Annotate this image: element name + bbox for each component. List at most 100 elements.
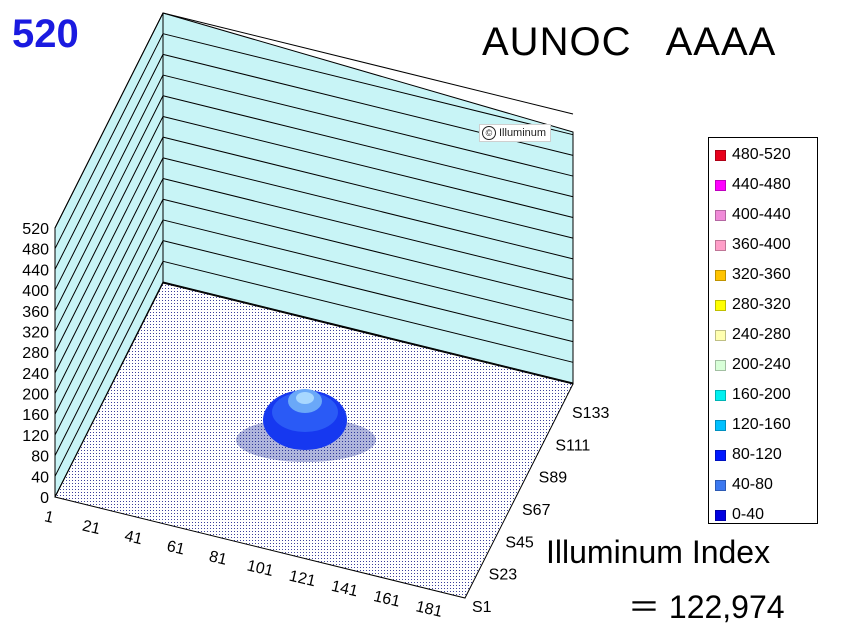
- x-tick-label: 1: [43, 508, 56, 527]
- z-tick-label: 360: [22, 304, 49, 321]
- z-gridline-back: [162, 74, 574, 177]
- legend-swatch: [715, 239, 726, 251]
- legend-swatch: [715, 149, 726, 161]
- index-label: Illuminum Index: [546, 534, 771, 570]
- illumination-peak: [236, 389, 376, 462]
- z-tick-label: 480: [22, 242, 49, 259]
- watermark-badge: © Illuminum: [479, 124, 552, 142]
- legend-swatch: [715, 299, 726, 311]
- legend-item: 80-120: [709, 440, 817, 470]
- legend-item: 160-200: [709, 380, 817, 410]
- z-gridline-back: [162, 12, 574, 115]
- legend-swatch: [715, 479, 726, 491]
- z-tick-label: 320: [22, 324, 49, 341]
- z-gridlines: [54, 12, 574, 498]
- legend-swatch: [715, 269, 726, 281]
- z-gridline-back: [162, 219, 574, 322]
- legend-swatch: [715, 449, 726, 461]
- legend-label: 440-480: [732, 176, 791, 193]
- x-axis-ticks: 1 21 41 61 81 101 121 141 161 181: [43, 508, 444, 621]
- legend-swatch: [715, 209, 726, 221]
- legend-label: 40-80: [732, 476, 773, 493]
- legend-item: 120-160: [709, 410, 817, 440]
- z-gridline-left: [54, 116, 164, 332]
- z-tick-label: 280: [22, 345, 49, 362]
- z-gridline-left: [54, 74, 164, 291]
- legend-label: 0-40: [732, 506, 765, 523]
- index-value: ＝ 122,974: [628, 589, 785, 625]
- legend-label: 120-160: [732, 416, 791, 433]
- z-gridline-left: [54, 219, 164, 436]
- z-tick-label: 240: [22, 366, 49, 383]
- z-tick-label: 400: [22, 283, 49, 300]
- z-tick-label: 200: [22, 387, 49, 404]
- legend-item: 320-360: [709, 260, 817, 290]
- z-tick-label: 160: [22, 407, 49, 424]
- legend-item: 240-280: [709, 320, 817, 350]
- x-tick-label: 21: [81, 518, 102, 539]
- z-gridline-left: [54, 33, 164, 249]
- legend-item: 360-400: [709, 230, 817, 260]
- z-gridline-left: [54, 199, 164, 415]
- y-tick-label: S89: [539, 470, 568, 487]
- y-tick-label: S67: [522, 502, 551, 519]
- z-gridline-back: [162, 281, 574, 384]
- watermark-text: Illuminum: [499, 127, 547, 139]
- z-gridline-left: [54, 178, 164, 394]
- z-gridline-left: [54, 95, 164, 311]
- z-tick-label: 440: [22, 262, 49, 279]
- z-gridline-back: [162, 178, 574, 281]
- legend-label: 400-440: [732, 206, 791, 223]
- z-tick-label: 520: [22, 221, 49, 238]
- z-gridline-back: [162, 240, 574, 343]
- copyright-icon: ©: [482, 126, 496, 140]
- z-tick-label: 0: [40, 490, 49, 507]
- legend-label: 360-400: [732, 236, 791, 253]
- x-tick-label: 121: [287, 568, 317, 591]
- z-gridline-back: [162, 95, 574, 198]
- legend-item: 40-80: [709, 470, 817, 500]
- x-tick-label: 41: [123, 528, 144, 549]
- x-tick-label: 81: [207, 548, 228, 569]
- y-axis-ticks: S1 S23 S45 S67 S89 S111 S133: [472, 405, 609, 616]
- legend-label: 160-200: [732, 386, 791, 403]
- z-gridline-left: [54, 157, 164, 374]
- legend-label: 200-240: [732, 356, 791, 373]
- z-tick-label: 40: [31, 469, 49, 486]
- legend-swatch: [715, 329, 726, 341]
- max-value-label: 520: [12, 12, 79, 56]
- x-tick-label: 181: [414, 598, 444, 621]
- z-gridline-left: [54, 240, 164, 456]
- legend-swatch: [715, 389, 726, 401]
- z-gridline-back: [162, 157, 574, 260]
- legend-label: 320-360: [732, 266, 791, 283]
- z-tick-label: 120: [22, 428, 49, 445]
- z-gridline-back: [162, 136, 574, 239]
- legend-item: 0-40: [709, 500, 817, 530]
- legend-label: 240-280: [732, 326, 791, 343]
- y-tick-label: S133: [572, 405, 609, 422]
- z-gridline-left: [54, 136, 164, 353]
- z-gridline-back: [162, 115, 574, 218]
- legend-item: 280-320: [709, 290, 817, 320]
- peak-cap: [296, 392, 314, 404]
- legend-label: 80-120: [732, 446, 782, 463]
- x-tick-label: 101: [245, 557, 275, 580]
- x-tick-label: 161: [372, 588, 402, 611]
- z-gridline-left: [54, 261, 164, 477]
- z-gridline-back: [162, 198, 574, 301]
- legend-swatch: [715, 179, 726, 191]
- legend-item: 480-520: [709, 140, 817, 170]
- legend-label: 480-520: [732, 146, 791, 163]
- z-gridline-left: [54, 12, 164, 229]
- z-gridline-back: [162, 260, 574, 363]
- z-gridline-left: [54, 54, 164, 270]
- y-tick-label: S1: [472, 599, 492, 616]
- z-gridline-back: [162, 33, 574, 136]
- legend: 480-520 440-480 400-440 360-400 320-360 280-3…: [708, 137, 818, 524]
- legend-swatch: [715, 509, 726, 521]
- legend-item: 400-440: [709, 200, 817, 230]
- legend-item: 200-240: [709, 350, 817, 380]
